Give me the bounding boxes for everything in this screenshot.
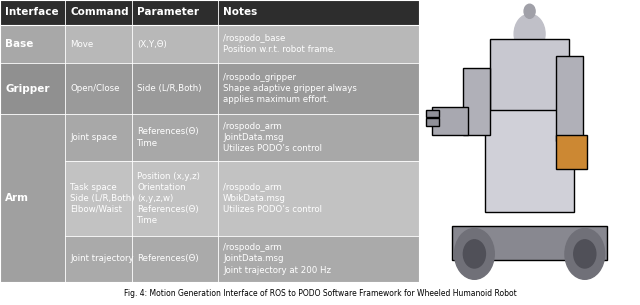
Bar <box>218 114 419 161</box>
Bar <box>0 236 65 282</box>
Circle shape <box>514 14 545 54</box>
Text: Joint space: Joint space <box>70 133 117 142</box>
Circle shape <box>574 240 596 268</box>
Bar <box>132 161 218 236</box>
FancyBboxPatch shape <box>490 40 570 113</box>
Bar <box>0 161 65 236</box>
Text: Base: Base <box>5 39 33 49</box>
Bar <box>218 236 419 282</box>
Bar <box>65 236 132 282</box>
Text: Task space
Side (L/R,Both)
Elbow/Waist: Task space Side (L/R,Both) Elbow/Waist <box>70 183 134 214</box>
Bar <box>132 236 218 282</box>
Text: /rospodo_gripper
Shape adaptive gripper always
applies maximum effort.: /rospodo_gripper Shape adaptive gripper … <box>223 73 357 104</box>
Text: Fig. 4: Motion Generation Interface of ROS to PODO Software Framework for Wheele: Fig. 4: Motion Generation Interface of R… <box>124 289 516 298</box>
Bar <box>132 63 218 114</box>
Text: (X,Y,Θ): (X,Y,Θ) <box>137 40 167 48</box>
Text: References(Θ)
Time: References(Θ) Time <box>137 127 198 148</box>
Bar <box>65 161 132 236</box>
Text: /rospodo_arm
JointData.msg
Joint trajectory at 200 Hz: /rospodo_arm JointData.msg Joint traject… <box>223 243 331 274</box>
Text: /rospodo_base
Position w.r.t. robot frame.: /rospodo_base Position w.r.t. robot fram… <box>223 34 336 54</box>
Text: Position (x,y,z)
Orientation
(x,y,z,w)
References(Θ)
Time: Position (x,y,z) Orientation (x,y,z,w) R… <box>137 171 200 225</box>
Text: References(Θ): References(Θ) <box>137 254 198 264</box>
Bar <box>0 25 65 63</box>
Bar <box>218 161 419 236</box>
FancyBboxPatch shape <box>463 68 490 135</box>
Text: Side (L/R,Both): Side (L/R,Both) <box>137 84 202 93</box>
Text: Gripper: Gripper <box>5 84 49 94</box>
Text: Open/Close: Open/Close <box>70 84 120 93</box>
Text: Interface: Interface <box>5 7 59 17</box>
FancyBboxPatch shape <box>426 118 439 126</box>
Text: /rospodo_arm
JointData.msg
Utilizes PODO’s control: /rospodo_arm JointData.msg Utilizes PODO… <box>223 122 322 153</box>
Circle shape <box>565 228 605 279</box>
Bar <box>218 25 419 63</box>
Bar <box>132 25 218 63</box>
Bar <box>65 114 132 161</box>
Bar <box>132 114 218 161</box>
FancyBboxPatch shape <box>486 110 574 212</box>
Bar <box>218 63 419 114</box>
Bar <box>0 114 65 282</box>
Text: /rospodo_arm
WbikData.msg
Utilizes PODO’s control: /rospodo_arm WbikData.msg Utilizes PODO’… <box>223 183 322 214</box>
Bar <box>0 0 419 25</box>
Text: Command: Command <box>70 7 129 17</box>
FancyBboxPatch shape <box>426 110 439 117</box>
Circle shape <box>524 4 535 18</box>
Bar <box>0 114 65 161</box>
Bar <box>65 63 132 114</box>
Text: Arm: Arm <box>5 193 29 203</box>
Circle shape <box>454 228 494 279</box>
Text: Notes: Notes <box>223 7 257 17</box>
Circle shape <box>463 240 486 268</box>
FancyBboxPatch shape <box>433 107 468 135</box>
FancyBboxPatch shape <box>452 226 607 260</box>
FancyBboxPatch shape <box>556 135 587 169</box>
Bar <box>0 63 65 114</box>
Text: Move: Move <box>70 40 93 48</box>
Bar <box>65 25 132 63</box>
FancyBboxPatch shape <box>556 56 582 141</box>
Text: Joint trajectory: Joint trajectory <box>70 254 134 264</box>
Text: Parameter: Parameter <box>137 7 199 17</box>
